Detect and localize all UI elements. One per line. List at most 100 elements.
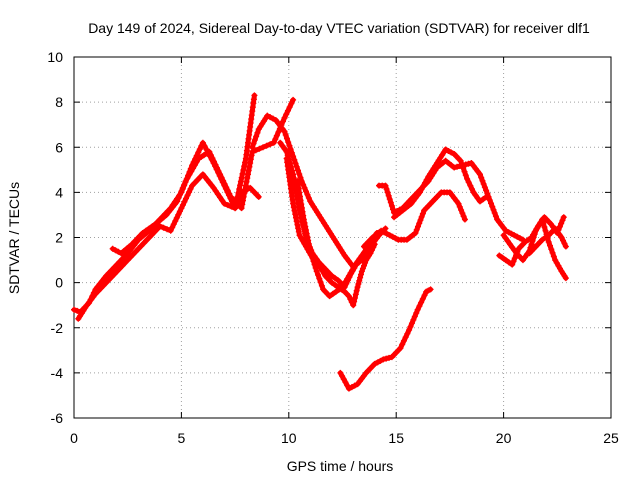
data-point	[113, 268, 120, 275]
data-point	[388, 202, 395, 209]
data-point	[218, 174, 225, 181]
data-point	[290, 200, 297, 207]
data-point	[389, 206, 396, 213]
data-point	[105, 276, 112, 283]
data-point	[251, 137, 258, 144]
data-point	[290, 204, 297, 211]
data-point	[191, 179, 198, 186]
data-point	[210, 158, 217, 165]
data-point	[186, 171, 193, 178]
x-tick-label: 5	[178, 430, 186, 446]
data-point	[548, 246, 555, 253]
data-point	[219, 197, 226, 204]
data-point	[263, 142, 270, 149]
data-point	[179, 201, 186, 208]
data-point	[556, 231, 563, 238]
data-point	[540, 220, 547, 227]
data-point	[370, 244, 377, 251]
data-point	[510, 258, 517, 265]
x-tick-label: 15	[388, 430, 404, 446]
data-point	[247, 160, 254, 167]
data-point	[414, 306, 421, 313]
data-point	[105, 270, 112, 277]
data-point	[412, 229, 419, 236]
data-point	[476, 198, 483, 205]
data-point	[232, 205, 239, 212]
data-point	[135, 245, 142, 252]
series-track	[391, 146, 490, 221]
data-point	[191, 161, 198, 168]
data-point	[196, 146, 203, 153]
data-point	[421, 292, 428, 299]
data-point	[220, 177, 227, 184]
data-point	[244, 175, 251, 182]
data-series	[71, 92, 569, 392]
data-point	[402, 334, 409, 341]
data-point	[119, 262, 126, 269]
y-tick-label: 4	[55, 184, 63, 200]
data-point	[451, 164, 458, 171]
data-point	[122, 259, 129, 266]
data-point	[293, 218, 300, 225]
data-point	[248, 152, 255, 159]
data-point	[468, 185, 475, 192]
x-tick-label: 25	[603, 430, 619, 446]
data-point	[509, 261, 516, 268]
data-point	[465, 160, 472, 167]
data-point	[558, 220, 565, 227]
data-point	[511, 247, 518, 254]
y-tick-label: 6	[55, 139, 63, 155]
data-point	[387, 199, 394, 206]
data-point	[146, 225, 153, 232]
data-point	[283, 135, 290, 142]
data-point	[522, 239, 529, 246]
data-point	[92, 290, 99, 297]
data-point	[317, 279, 324, 286]
data-point	[227, 193, 234, 200]
data-point	[270, 139, 277, 146]
data-point	[358, 268, 365, 275]
data-point	[279, 118, 286, 125]
data-point	[124, 257, 131, 264]
data-point	[384, 189, 391, 196]
data-point	[226, 190, 233, 197]
data-point	[467, 182, 474, 189]
data-point	[302, 188, 309, 195]
data-point	[539, 236, 546, 243]
x-tick-label: 0	[70, 430, 78, 446]
data-point	[454, 163, 461, 170]
data-point	[169, 224, 176, 231]
data-point	[461, 168, 468, 175]
data-point	[326, 293, 333, 300]
data-point	[560, 237, 567, 244]
data-point	[241, 190, 248, 197]
data-point	[427, 286, 434, 293]
data-point	[175, 195, 182, 202]
data-point	[267, 141, 274, 148]
data-point	[291, 156, 298, 163]
series-track	[75, 171, 262, 322]
data-point	[488, 200, 495, 207]
data-point	[546, 242, 553, 249]
data-point	[519, 257, 526, 264]
data-point	[113, 261, 120, 268]
data-point	[410, 316, 417, 323]
data-point	[286, 104, 293, 111]
data-point	[272, 136, 279, 143]
data-point	[213, 164, 220, 171]
data-point	[350, 302, 357, 309]
data-point	[255, 193, 262, 200]
data-point	[480, 196, 487, 203]
data-point	[97, 285, 104, 292]
data-point	[245, 167, 252, 174]
data-point	[172, 218, 179, 225]
data-point	[224, 202, 231, 209]
y-tick-label: -2	[51, 320, 64, 336]
data-point	[148, 231, 155, 238]
data-point	[100, 282, 107, 289]
data-point	[404, 330, 411, 337]
data-point	[287, 146, 294, 153]
data-point	[480, 180, 487, 187]
data-point	[407, 323, 414, 330]
data-point	[207, 151, 214, 158]
